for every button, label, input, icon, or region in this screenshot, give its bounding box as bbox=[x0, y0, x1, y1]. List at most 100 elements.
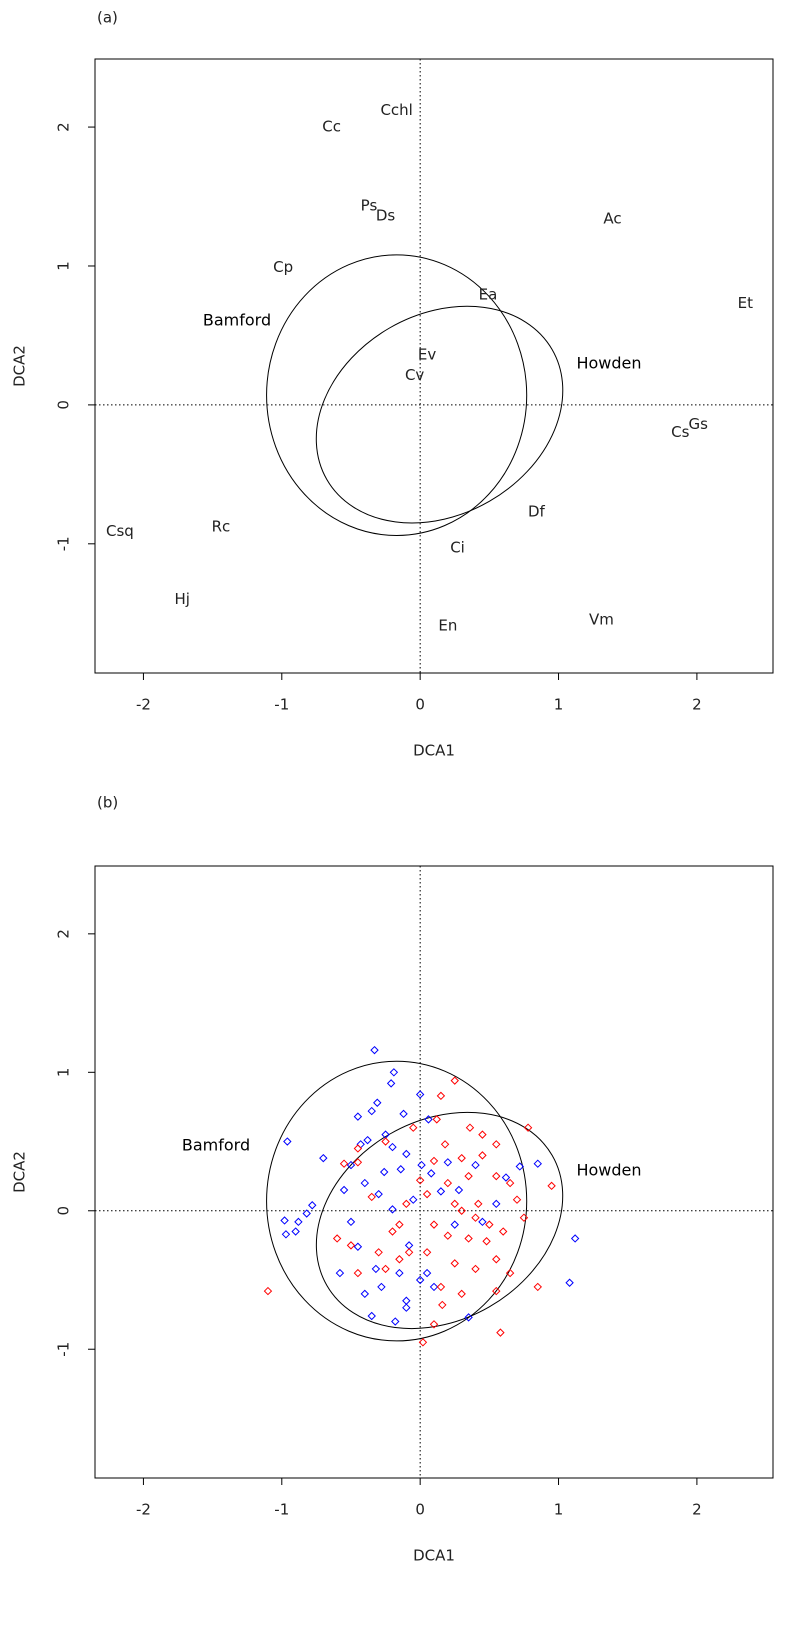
point bbox=[422, 1189, 432, 1199]
point bbox=[533, 1159, 542, 1168]
point bbox=[377, 1282, 386, 1292]
point bbox=[519, 1213, 529, 1222]
species-label: Ea bbox=[479, 286, 498, 304]
point bbox=[505, 1178, 515, 1188]
point bbox=[474, 1199, 483, 1209]
species-label: Ds bbox=[376, 206, 396, 224]
point bbox=[492, 1286, 501, 1296]
x-tick-label: 1 bbox=[554, 1501, 564, 1519]
point bbox=[402, 1296, 411, 1305]
point bbox=[353, 1112, 363, 1121]
plot-frame bbox=[94, 865, 774, 1479]
point bbox=[409, 1123, 418, 1132]
point bbox=[339, 1159, 349, 1168]
species-label: Csq bbox=[106, 522, 134, 540]
point bbox=[440, 1140, 450, 1149]
point bbox=[432, 1115, 441, 1124]
point bbox=[389, 1068, 399, 1077]
point bbox=[353, 1268, 363, 1278]
point bbox=[291, 1227, 300, 1236]
point bbox=[496, 1328, 505, 1337]
point bbox=[395, 1255, 404, 1264]
point bbox=[471, 1160, 480, 1170]
point bbox=[501, 1173, 511, 1182]
x-tick-label: -2 bbox=[136, 1501, 151, 1519]
point bbox=[429, 1282, 439, 1292]
point bbox=[319, 1153, 328, 1163]
point bbox=[436, 1282, 446, 1292]
ellipse bbox=[315, 305, 564, 524]
point bbox=[482, 1237, 491, 1246]
point bbox=[492, 1171, 501, 1181]
point bbox=[422, 1248, 432, 1257]
point bbox=[415, 1176, 425, 1185]
x-tick-label: 0 bbox=[415, 696, 425, 714]
point bbox=[402, 1149, 411, 1159]
point bbox=[471, 1213, 480, 1222]
point bbox=[450, 1199, 459, 1209]
point bbox=[263, 1286, 273, 1296]
y-tick-label: 2 bbox=[55, 122, 73, 132]
point bbox=[353, 1158, 363, 1167]
point bbox=[533, 1282, 542, 1292]
species-label: Ev bbox=[418, 345, 436, 363]
point bbox=[450, 1220, 459, 1229]
point bbox=[360, 1289, 370, 1299]
point bbox=[464, 1234, 473, 1243]
x-tick-label: -2 bbox=[136, 696, 151, 714]
point bbox=[443, 1158, 453, 1167]
point bbox=[505, 1268, 515, 1278]
species-label: Cc bbox=[322, 118, 341, 136]
x-tick-label: 2 bbox=[692, 1501, 702, 1519]
point bbox=[399, 1109, 408, 1119]
y-tick-label: -1 bbox=[55, 1342, 73, 1357]
x-tick-label: 2 bbox=[692, 696, 702, 714]
point bbox=[367, 1106, 376, 1116]
point bbox=[443, 1178, 453, 1188]
point bbox=[381, 1264, 390, 1274]
species-label: Cp bbox=[273, 258, 293, 276]
point bbox=[478, 1151, 487, 1160]
point bbox=[547, 1181, 556, 1191]
point bbox=[346, 1217, 356, 1227]
point bbox=[404, 1241, 414, 1250]
species-label: Vm bbox=[589, 611, 614, 629]
point bbox=[353, 1144, 363, 1153]
point bbox=[367, 1192, 376, 1202]
ellipse bbox=[266, 1060, 528, 1342]
point bbox=[353, 1242, 363, 1251]
point bbox=[373, 1098, 382, 1107]
panel-label: (a) bbox=[97, 9, 118, 27]
point bbox=[457, 1289, 466, 1299]
species-label: Hj bbox=[174, 590, 189, 608]
point bbox=[422, 1268, 432, 1278]
point bbox=[450, 1076, 459, 1085]
species-label: Gs bbox=[689, 415, 709, 433]
point bbox=[443, 1231, 453, 1240]
point bbox=[370, 1045, 379, 1055]
group-label: Howden bbox=[576, 1161, 641, 1180]
y-axis-label: DCA2 bbox=[11, 1151, 29, 1193]
point bbox=[402, 1303, 411, 1312]
point bbox=[280, 1216, 289, 1225]
y-tick-label: 2 bbox=[55, 929, 73, 939]
point bbox=[450, 1259, 459, 1268]
point bbox=[454, 1185, 464, 1195]
point bbox=[512, 1195, 522, 1204]
point bbox=[346, 1241, 356, 1250]
point bbox=[356, 1140, 365, 1149]
point bbox=[429, 1156, 439, 1166]
point bbox=[379, 1167, 389, 1177]
point bbox=[464, 1171, 473, 1181]
point bbox=[283, 1137, 292, 1146]
y-tick-label: 1 bbox=[55, 1068, 73, 1078]
point bbox=[418, 1338, 428, 1347]
species-label: Rc bbox=[212, 518, 231, 536]
species-label: Cs bbox=[671, 423, 689, 441]
point bbox=[478, 1130, 487, 1139]
species-label: Ps bbox=[361, 197, 378, 215]
x-tick-label: 0 bbox=[415, 1501, 425, 1519]
point bbox=[391, 1317, 400, 1326]
point bbox=[424, 1115, 433, 1124]
group-label: Bamford bbox=[203, 311, 271, 330]
